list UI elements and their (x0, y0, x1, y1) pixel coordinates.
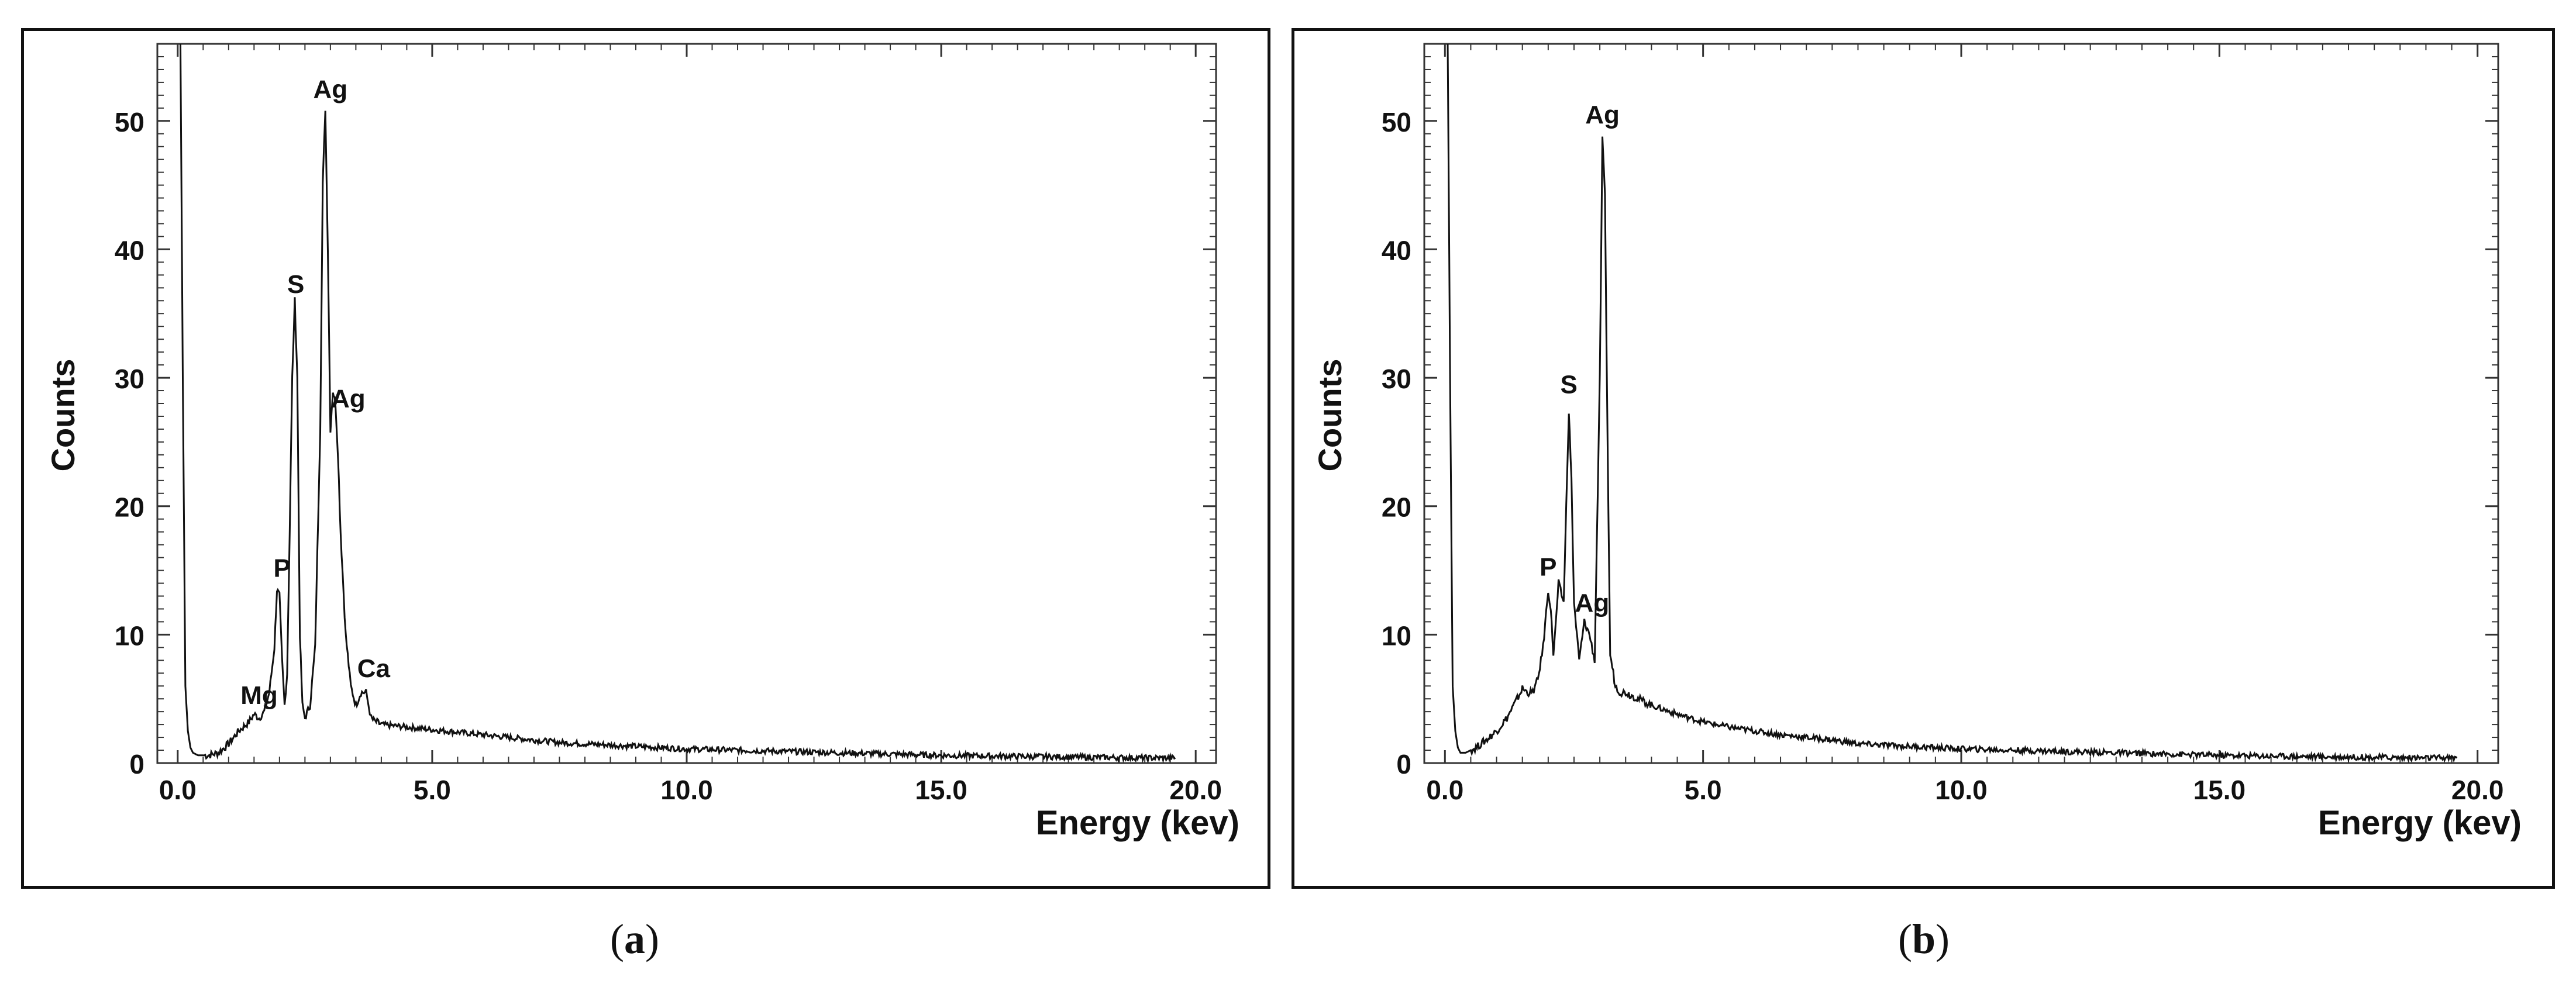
chart-b-y-tick-label: 50 (1382, 107, 1411, 137)
chart-a-peak-label: P (274, 554, 291, 583)
chart-b-x-tick-label: 20.0 (2451, 775, 2504, 805)
panel-b: 0 10 20 30 40 50 0.0 5.0 10.0 15.0 20.0 Energy (kev… (1292, 28, 2555, 889)
chart-b-y-tick-label: 20 (1382, 492, 1411, 523)
chart-b-peak-label: Ag (1585, 101, 1620, 129)
chart-b-y-axis-label: Counts (1311, 359, 1348, 472)
chart-a-y-tick-label: 50 (115, 107, 144, 137)
chart-a-peak-label: Ca (357, 654, 391, 683)
chart-b-y-tick-label: 0 (1396, 749, 1411, 779)
chart-b-x-tick-label: 0.0 (1426, 775, 1463, 805)
chart-a-x-tick-label: 5.0 (414, 775, 451, 805)
chart-a-spectrum-line (177, 44, 1176, 763)
chart-b-peak-label: S (1560, 370, 1577, 399)
panel-a: 0 10 20 30 40 50 0.0 5.0 10.0 15.0 20.0 Energy (kev… (21, 28, 1270, 889)
chart-a-y-tick-label: 30 (115, 364, 144, 394)
chart-a-peak-label: S (287, 270, 304, 299)
caption-a: (a) (610, 916, 659, 962)
chart-b-y-tick-label: 10 (1382, 620, 1411, 651)
chart-b-y-tick-label: 30 (1382, 364, 1411, 394)
chart-b-peak-label: P (1540, 553, 1556, 581)
chart-b-x-tick-label: 10.0 (1935, 775, 1988, 805)
chart-a-x-tick-label: 15.0 (915, 775, 967, 805)
chart-b-x-tick-label: 15.0 (2193, 775, 2246, 805)
chart-a-plot-frame (156, 43, 1217, 764)
chart-b-y-tick-label: 40 (1382, 235, 1411, 265)
chart-a-x-tick-label: 20.0 (1169, 775, 1222, 805)
chart-a-y-axis-label: Counts (44, 359, 81, 472)
chart-a-x-tick-label: 10.0 (660, 775, 713, 805)
chart-b-peak-label: Ag (1575, 589, 1610, 617)
chart-a-peak-label: Ag (331, 385, 366, 413)
chart-b-plot-frame (1423, 43, 2499, 764)
chart-b-spectrum-line (1445, 44, 2458, 763)
caption-b: (b) (1898, 916, 1950, 962)
chart-a-y-tick-label: 40 (115, 235, 144, 265)
chart-a-y-tick-label: 10 (115, 620, 144, 651)
chart-a-peak-label: Ag (314, 75, 348, 103)
chart-b-x-axis-label: Energy (kev) (2318, 804, 2522, 842)
chart-a-peak-label: Mg (240, 681, 278, 710)
chart-a-x-tick-label: 0.0 (159, 775, 197, 805)
chart-a-y-tick-label: 0 (129, 749, 144, 779)
chart-b-x-tick-label: 5.0 (1685, 775, 1722, 805)
chart-a-y-tick-label: 20 (115, 492, 144, 523)
chart-a-x-axis-label: Energy (kev) (1036, 804, 1239, 842)
